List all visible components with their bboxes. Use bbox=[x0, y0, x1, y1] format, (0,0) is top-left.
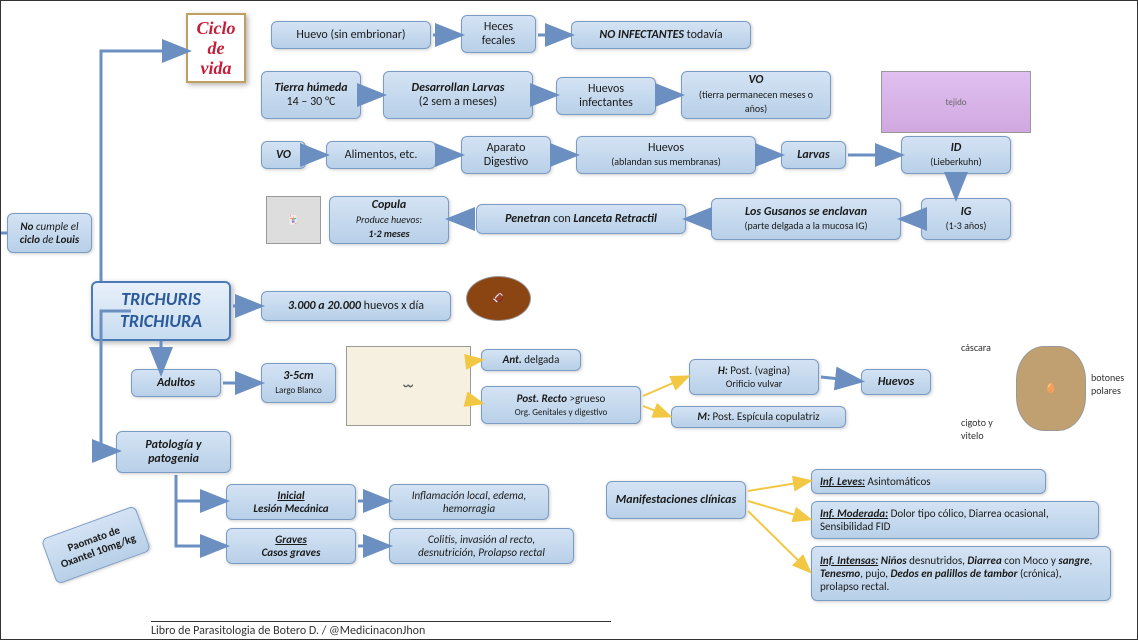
penetran: Penetran con Lanceta Retractil bbox=[476, 204, 686, 234]
patologia: Patología y patogenia bbox=[116, 431, 231, 473]
huevos-dia: 3.000 a 20.000 huevos x día bbox=[261, 291, 451, 321]
inf-intensas: Inf. Intensas: Niños desnutridos, Diarre… bbox=[811, 546, 1111, 601]
graves-desc: Colitis, invasión al recto, desnutrición… bbox=[389, 528, 574, 564]
anno-cigoto: cigoto y vitelo bbox=[961, 416, 1011, 442]
gusanos-enclavan: Los Gusanos se enclavan(parte delgada a … bbox=[711, 198, 901, 240]
adultos-size: 3-5cmLargo Blanco bbox=[261, 363, 336, 403]
tierra-humeda: Tierra húmeda14 – 30 °C bbox=[261, 71, 361, 119]
huevo-sin-embrionar: Huevo (sin embrionar) bbox=[271, 21, 431, 49]
alimentos: Alimentos, etc. bbox=[326, 141, 436, 169]
huevos-ablandan: Huevos(ablandan sus membranas) bbox=[576, 136, 756, 174]
footer: Libro de Parasitologia de Botero D. / @M… bbox=[151, 621, 611, 638]
hembra: H: Post. (vagina)Orificio vulvar bbox=[689, 359, 819, 395]
desarrollan-larvas: Desarrollan Larvas(2 sem a meses) bbox=[383, 71, 533, 119]
egg-image: 🥚 bbox=[1016, 346, 1086, 431]
huevos-infectantes: Huevos infectantes bbox=[556, 77, 656, 115]
football-image: 🏈 bbox=[466, 276, 531, 321]
ciclo-label: Ciclo de vida bbox=[186, 13, 246, 83]
cards-image: 🃏 bbox=[266, 196, 321, 244]
inf-moderada: Inf. Moderada: Dolor tipo cólico, Diarre… bbox=[811, 501, 1099, 539]
tratamiento: Paomato de Oxantel 10mg/kg bbox=[41, 505, 151, 584]
larvas-node: Larvas bbox=[781, 141, 846, 169]
heces-fecales: Heces fecales bbox=[461, 15, 536, 53]
inicial: InicialLesión Mecánica bbox=[226, 484, 356, 520]
ant-delgada: Ant. delgada bbox=[481, 349, 581, 371]
title-node: TRICHURIS TRICHIURA bbox=[91, 281, 231, 341]
id-lieberkuhn: ID(Lieberkuhn) bbox=[901, 136, 1011, 174]
no-infectantes: NO INFECTANTES todavía bbox=[571, 21, 751, 49]
macho: M: Post. Espícula copulatriz bbox=[671, 406, 846, 428]
manifestaciones: Manifestaciones clínicas bbox=[606, 481, 746, 519]
aparato-digestivo: Aparato Digestivo bbox=[461, 136, 551, 174]
anno-botones: botones polares bbox=[1091, 371, 1136, 397]
huevos-label: Huevos bbox=[861, 369, 931, 395]
inf-leves: Inf. Leves: Asintomáticos bbox=[811, 469, 1046, 494]
worm-image: 〰️ bbox=[346, 346, 471, 426]
ig-node: IG(1-3 años) bbox=[921, 198, 1011, 240]
graves: GravesCasos graves bbox=[226, 528, 356, 564]
vo-tierra: VO(tierra permanecen meses o años) bbox=[681, 71, 831, 119]
adultos: Adultos bbox=[131, 369, 221, 397]
anno-cascara: cáscara bbox=[961, 341, 991, 354]
no-louis-node: No cumple el ciclo de Louis bbox=[7, 213, 92, 253]
copula: CopulaProduce huevos:1-2 meses bbox=[329, 196, 449, 244]
inicial-desc: Inflamación local, edema, hemorragia bbox=[389, 484, 549, 520]
post-recto: Post. Recto >gruesoOrg. Genitales y dige… bbox=[481, 386, 641, 424]
histology-image: tejido bbox=[881, 71, 1031, 133]
vo-node: VO bbox=[261, 141, 306, 169]
